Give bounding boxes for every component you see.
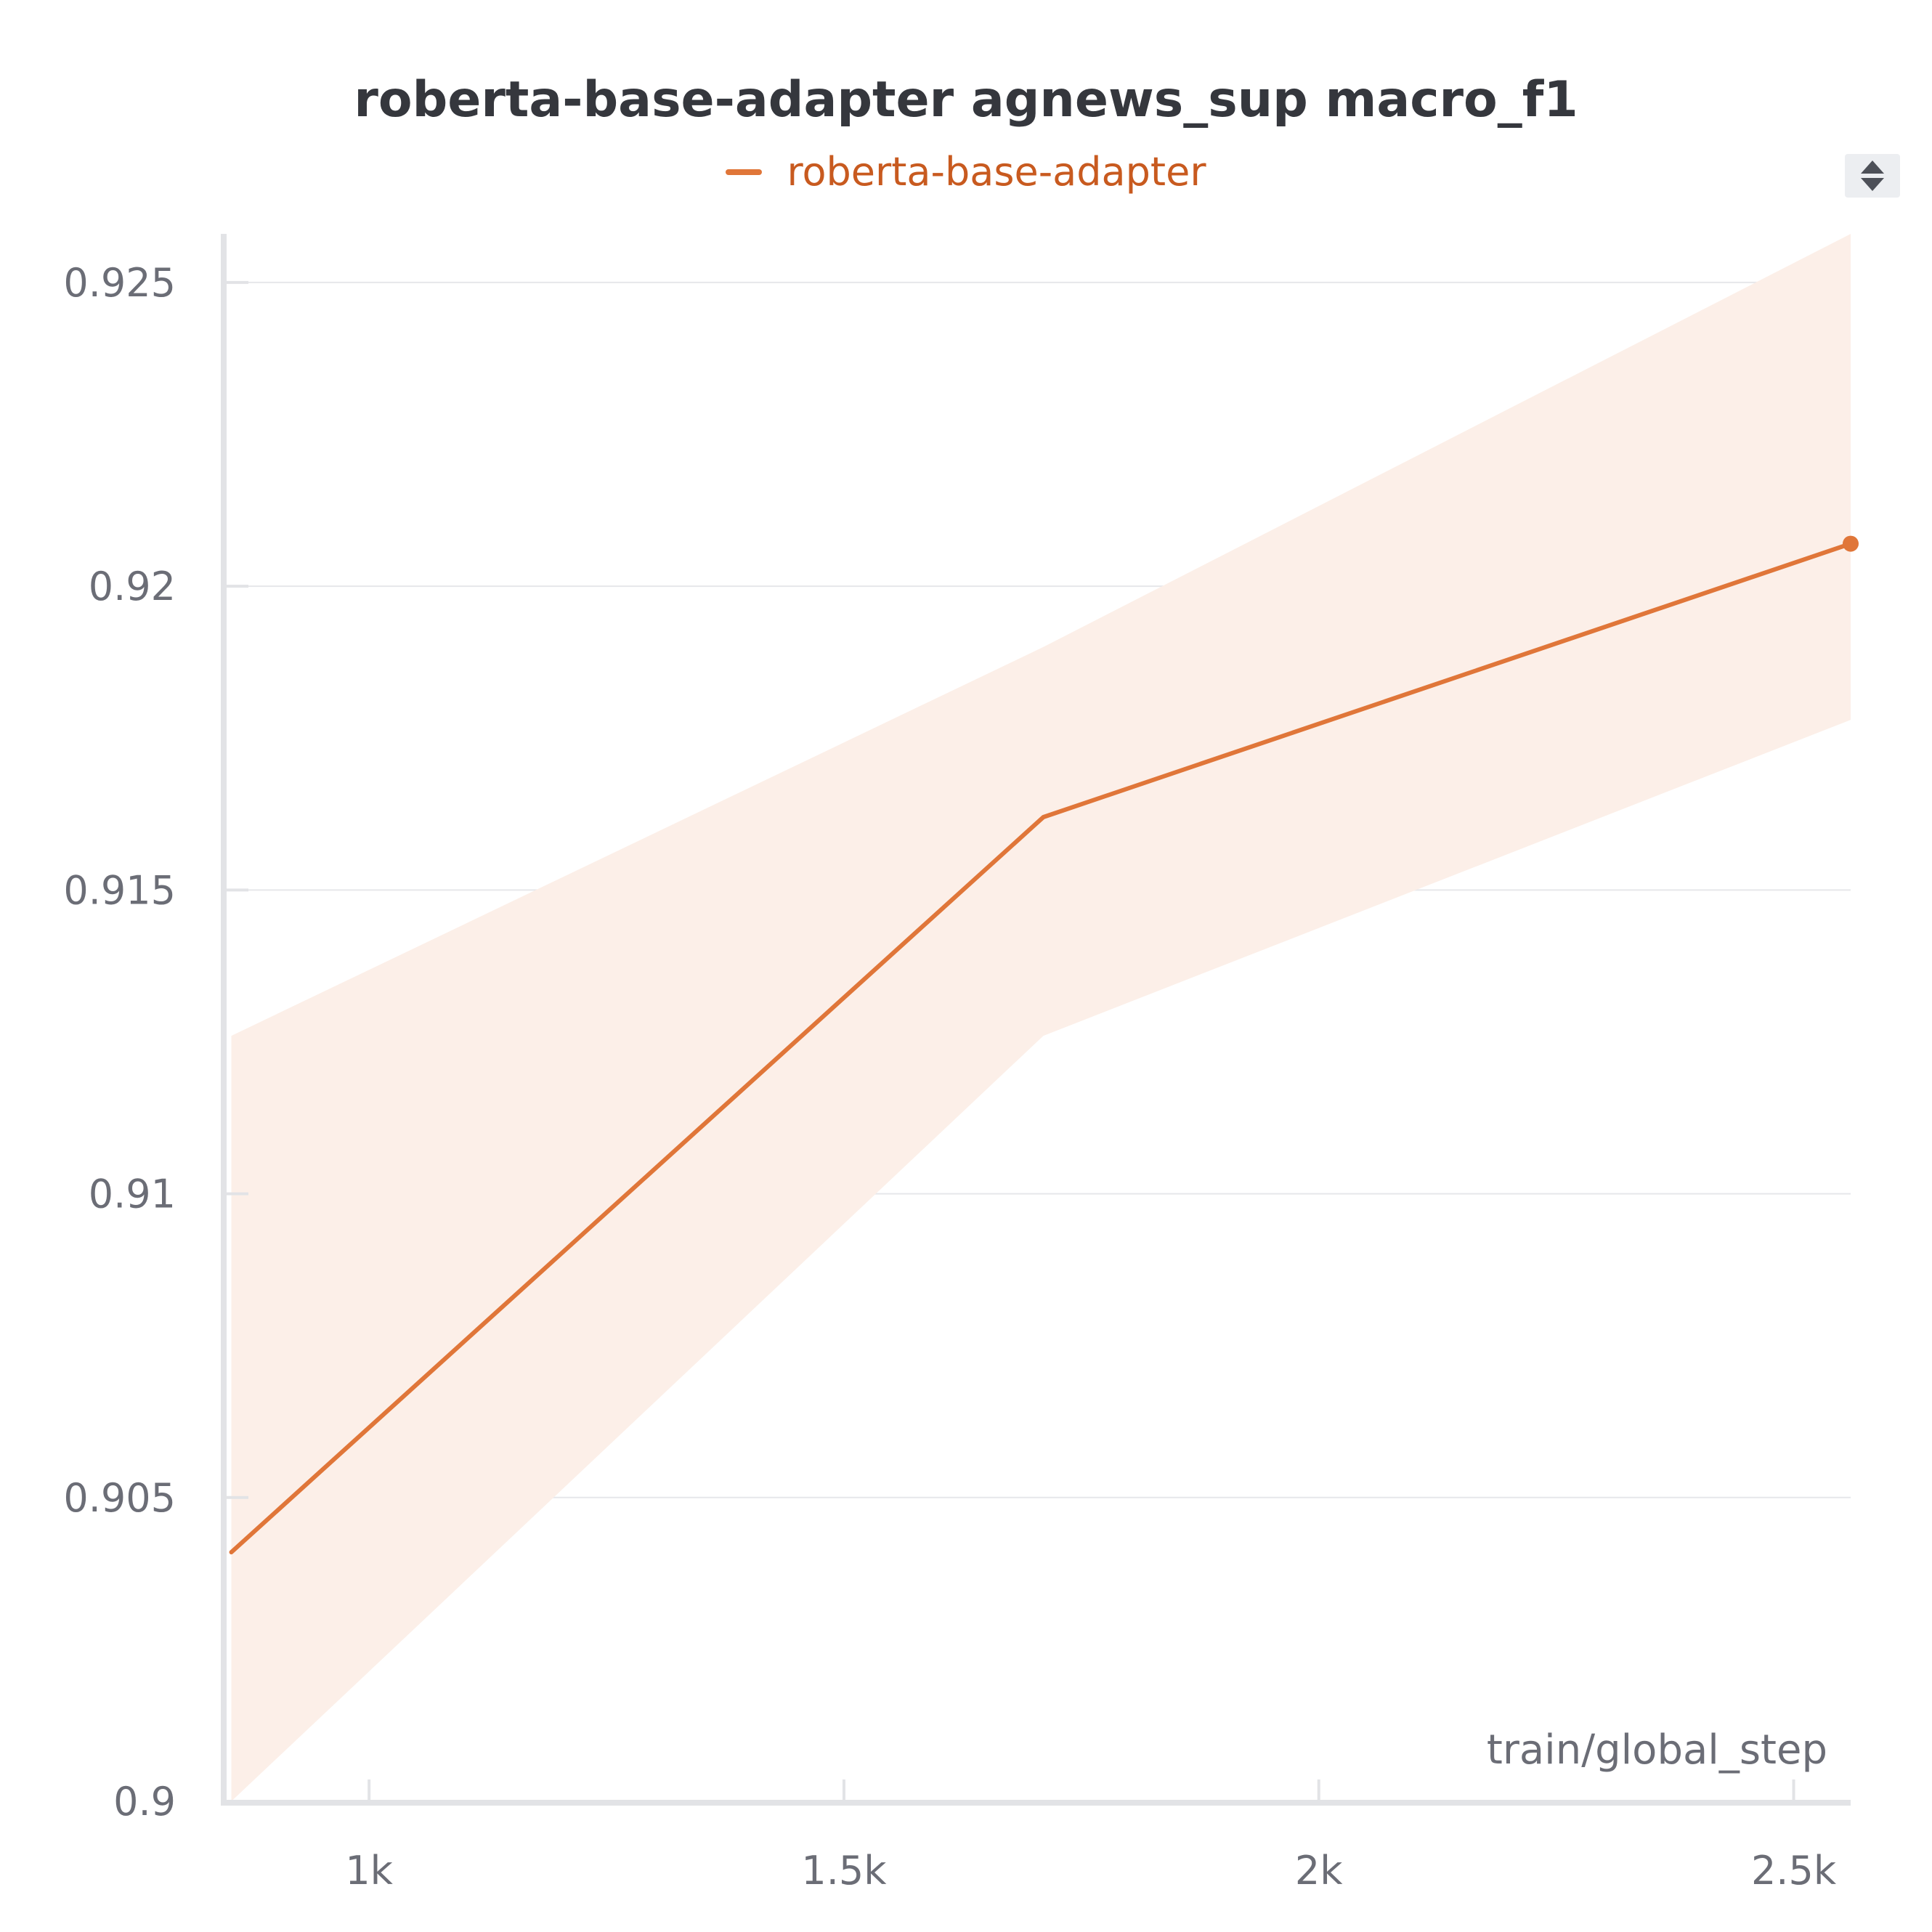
confidence-band: [231, 234, 1851, 1801]
y-tick-label: 0.9: [113, 1779, 176, 1825]
x-tick-label: 1k: [345, 1848, 393, 1894]
legend-label[interactable]: roberta-base-adapter: [787, 149, 1206, 195]
y-tick-label: 0.91: [89, 1172, 176, 1217]
y-tick-label: 0.905: [63, 1475, 176, 1521]
sort-down-arrow-icon: [1861, 178, 1884, 191]
y-tick-label: 0.915: [63, 867, 176, 913]
y-tick-label: 0.92: [89, 564, 176, 609]
legend: roberta-base-adapter: [0, 149, 1932, 195]
sort-arrows-icon: [1861, 161, 1884, 174]
x-axis-title: train/global_step: [1487, 1726, 1827, 1774]
x-tick-label: 2k: [1295, 1848, 1343, 1894]
x-tick-label: 2.5k: [1751, 1848, 1837, 1894]
y-tick-label: 0.925: [63, 260, 176, 306]
series-end-point: [1843, 535, 1859, 552]
series-line: [229, 541, 1853, 1555]
chart-title: roberta-base-adapter agnews_sup macro_f1: [354, 71, 1578, 129]
x-tick-label: 1.5k: [801, 1848, 887, 1894]
legend-swatch: [726, 169, 763, 175]
sort-button[interactable]: [1845, 154, 1900, 198]
